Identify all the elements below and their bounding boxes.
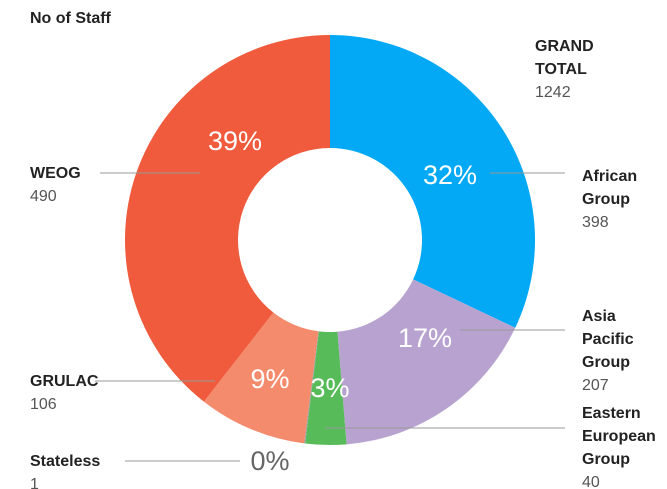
slice [305,331,347,445]
slice-label: Eastern European Group 40 [582,402,667,489]
slice [203,312,319,444]
slice [337,279,516,445]
percent-label: 17% [398,323,452,353]
slice [125,35,330,402]
slice-label: Stateless 1 [30,450,115,489]
chart-title: No of Staff [30,10,111,27]
category-name: Asia Pacific Group [582,308,634,371]
percent-label: 32% [423,160,477,190]
total-label: GRAND TOTAL 1242 [535,35,620,104]
total-name: GRAND TOTAL [535,38,594,78]
category-value: 490 [30,188,57,205]
category-value: 398 [582,214,609,231]
slice [304,331,319,444]
slice-label: African Group 398 [582,165,667,234]
category-value: 106 [30,396,57,413]
category-name: Stateless [30,453,101,470]
category-value: 207 [582,377,609,394]
slice-label: GRULAC 106 [30,370,115,416]
category-name: Eastern European Group [582,405,656,468]
percent-label: 3% [310,373,349,403]
category-name: African Group [582,168,638,208]
category-name: WEOG [30,165,81,182]
percent-label: 39% [208,126,262,156]
percent-label: 0% [250,446,289,476]
category-value: 1 [30,476,39,489]
slice-label: Asia Pacific Group 207 [582,305,667,397]
category-name: GRULAC [30,373,99,390]
slice-label: WEOG 490 [30,162,115,208]
percent-label: 9% [250,364,289,394]
total-value: 1242 [535,84,571,101]
slice [330,35,535,328]
category-value: 40 [582,474,600,489]
